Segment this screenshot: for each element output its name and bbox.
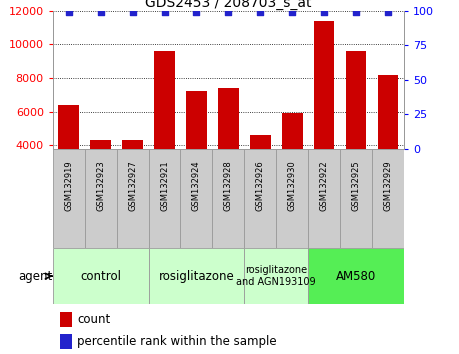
Bar [53,149,85,248]
Bar [244,149,276,248]
Bar [378,75,398,213]
Bar [122,140,143,213]
Bar [346,51,366,213]
Point [353,9,360,15]
Bar [186,91,207,213]
Bar [149,149,180,248]
Point [65,9,73,15]
Text: GSM132928: GSM132928 [224,161,233,211]
Point [225,9,232,15]
Text: GSM132930: GSM132930 [288,161,297,211]
Bar [213,149,244,248]
Text: percentile rank within the sample: percentile rank within the sample [78,335,277,348]
Point [161,9,168,15]
Point [257,9,264,15]
Text: GSM132921: GSM132921 [160,161,169,211]
Bar [218,88,239,213]
Text: GSM132924: GSM132924 [192,161,201,211]
Text: control: control [80,270,121,282]
Bar [308,248,404,304]
Bar [90,140,111,213]
Bar [149,248,244,304]
Bar [276,149,308,248]
Text: GSM132927: GSM132927 [128,161,137,211]
Point [384,9,392,15]
Bar [250,135,271,213]
Bar [314,21,335,213]
Text: rosiglitazone: rosiglitazone [158,270,234,282]
Bar [180,149,213,248]
Bar [372,149,404,248]
Text: GSM132929: GSM132929 [383,161,392,211]
Text: AM580: AM580 [336,270,376,282]
Bar [282,113,302,213]
Title: GDS2453 / 208703_s_at: GDS2453 / 208703_s_at [145,0,312,10]
Bar [60,334,72,349]
Bar [85,149,117,248]
Bar [340,149,372,248]
Bar [244,248,308,304]
Bar [53,248,149,304]
Point [193,9,200,15]
Bar [58,105,79,213]
Text: rosiglitazone
and AGN193109: rosiglitazone and AGN193109 [236,265,316,287]
Text: GSM132926: GSM132926 [256,161,265,211]
Point [97,9,104,15]
Point [320,9,328,15]
Text: GSM132922: GSM132922 [319,161,329,211]
Text: GSM132925: GSM132925 [352,161,360,211]
Bar [117,149,149,248]
Bar [60,312,72,327]
Bar [154,51,175,213]
Text: GSM132923: GSM132923 [96,161,105,211]
Point [129,9,136,15]
Point [289,9,296,15]
Text: agent: agent [18,270,52,282]
Text: GSM132919: GSM132919 [64,161,73,211]
Bar [308,149,340,248]
Text: count: count [78,313,111,326]
